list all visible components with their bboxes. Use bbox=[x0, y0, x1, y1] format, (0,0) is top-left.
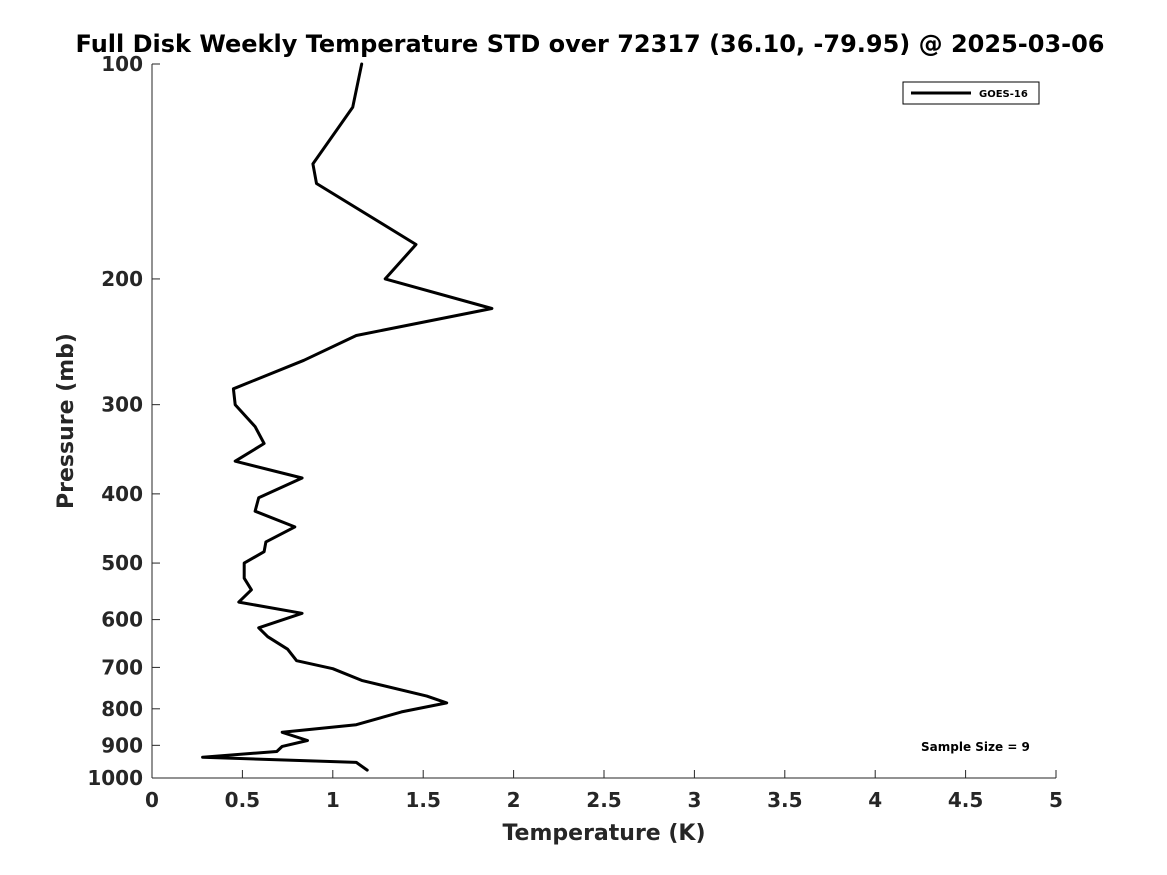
x-tick-label: 5 bbox=[1049, 788, 1063, 812]
sample-size-annotation: Sample Size = 9 bbox=[921, 740, 1030, 754]
x-tick-label: 2.5 bbox=[586, 788, 621, 812]
y-tick-label: 100 bbox=[101, 52, 143, 76]
chart-title: Full Disk Weekly Temperature STD over 72… bbox=[76, 30, 1105, 58]
axes-background bbox=[152, 64, 1056, 778]
x-tick-label: 4 bbox=[868, 788, 882, 812]
series-line-goes-16 bbox=[201, 62, 494, 772]
x-tick-label: 0 bbox=[145, 788, 159, 812]
y-tick-label: 700 bbox=[101, 655, 143, 679]
y-tick-label: 400 bbox=[101, 482, 143, 506]
x-tick-label: 4.5 bbox=[948, 788, 983, 812]
y-tick-label: 900 bbox=[101, 733, 143, 757]
y-tick-label: 800 bbox=[101, 697, 143, 721]
x-axis-label: Temperature (K) bbox=[502, 821, 705, 846]
series-layer bbox=[201, 62, 494, 772]
legend-label-goes-16: GOES-16 bbox=[979, 89, 1028, 100]
x-tick-label: 3 bbox=[687, 788, 701, 812]
x-tick-label: 2 bbox=[507, 788, 521, 812]
y-tick-label: 300 bbox=[101, 393, 143, 417]
y-tick-label: 500 bbox=[101, 551, 143, 575]
x-tick-label: 1.5 bbox=[405, 788, 440, 812]
x-tick-label: 3.5 bbox=[767, 788, 802, 812]
y-axis-label: Pressure (mb) bbox=[54, 333, 79, 509]
y-tick-label: 1000 bbox=[87, 766, 143, 790]
y-tick-label: 200 bbox=[101, 267, 143, 291]
plot-area: 0 0.5 1 1.5 2 2.5 3 3.5 4 4.5 5 100 200 300 400 500 600… bbox=[87, 52, 1063, 812]
legend: GOES-16 bbox=[902, 81, 1040, 105]
x-tick-label: 0.5 bbox=[225, 788, 260, 812]
x-tick-label: 1 bbox=[326, 788, 340, 812]
y-tick-label: 600 bbox=[101, 608, 143, 632]
x-axis-ticks: 0 0.5 1 1.5 2 2.5 3 3.5 4 4.5 5 bbox=[145, 770, 1063, 812]
y-axis-ticks: 100 200 300 400 500 600 700 800 900 1000 bbox=[87, 52, 160, 790]
